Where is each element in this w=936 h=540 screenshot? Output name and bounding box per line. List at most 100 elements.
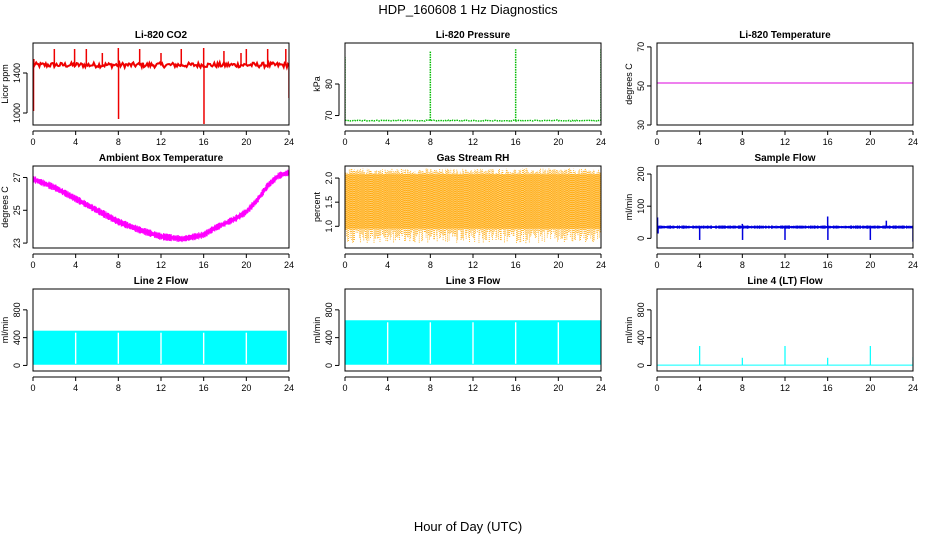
y-axis-label: degrees C xyxy=(0,186,10,228)
data-layer xyxy=(657,216,913,242)
subplot: Ambient Box Temperature 0 4 8 12 16 20 24 23 25 27… xyxy=(0,153,294,270)
y-tick-label: 1000 xyxy=(12,103,22,123)
y-axis-label: degrees C xyxy=(624,63,634,105)
data-layer xyxy=(33,330,287,365)
subplot-title: Li-820 Pressure xyxy=(436,30,511,41)
x-tick-label: 16 xyxy=(823,137,833,147)
x-tick-label: 24 xyxy=(596,260,606,270)
x-tick-label: 4 xyxy=(697,260,702,270)
y-tick-label: 0 xyxy=(636,236,646,241)
x-tick-label: 4 xyxy=(697,137,702,147)
subplot: Li-820 Temperature 0 4 8 12 16 20 24 30 50 70 degre… xyxy=(624,30,918,147)
subplot-title: Gas Stream RH xyxy=(437,153,510,164)
plot-frame xyxy=(344,165,602,249)
y-axis-label: ml/min xyxy=(624,194,634,221)
x-tick-label: 20 xyxy=(865,383,875,393)
x-tick-label: 20 xyxy=(241,137,251,147)
x-tick-label: 0 xyxy=(654,137,659,147)
y-axis-label: kPa xyxy=(312,76,322,92)
x-tick-label: 12 xyxy=(780,137,790,147)
x-tick-label: 24 xyxy=(284,383,294,393)
y-tick-label: 0 xyxy=(324,363,334,368)
x-tick-label: 4 xyxy=(385,260,390,270)
subplot-title: Li-820 CO2 xyxy=(135,30,188,41)
x-tick-label: 20 xyxy=(241,260,251,270)
y-tick-label: 200 xyxy=(636,167,646,182)
y-tick-label: 400 xyxy=(636,330,646,345)
x-tick-label: 16 xyxy=(511,383,521,393)
axes: 0 4 8 12 16 20 24 0 100 200 ml/min xyxy=(624,167,918,270)
x-tick-label: 4 xyxy=(385,383,390,393)
x-tick-label: 20 xyxy=(865,260,875,270)
x-tick-label: 0 xyxy=(30,137,35,147)
subplot-title: Line 4 (LT) Flow xyxy=(747,276,823,287)
flow-block xyxy=(33,330,287,365)
subplot-title: Line 2 Flow xyxy=(134,276,189,287)
y-tick-label: 800 xyxy=(324,302,334,317)
axes: 0 4 8 12 16 20 24 30 50 70 degrees C xyxy=(624,42,918,147)
x-tick-label: 20 xyxy=(553,260,563,270)
y-tick-label: 800 xyxy=(636,302,646,317)
y-tick-label: 0 xyxy=(636,363,646,368)
data-layer xyxy=(33,169,289,243)
data-layer xyxy=(33,48,289,124)
x-tick-label: 8 xyxy=(740,383,745,393)
y-axis-label: ml/min xyxy=(0,317,10,344)
x-tick-label: 16 xyxy=(511,137,521,147)
y-axis-label: percent xyxy=(312,191,322,222)
x-tick-label: 0 xyxy=(30,383,35,393)
subplot-title: Ambient Box Temperature xyxy=(99,153,224,164)
y-tick-label: 100 xyxy=(636,199,646,214)
y-tick-label: 80 xyxy=(324,79,334,89)
x-tick-label: 24 xyxy=(596,137,606,147)
x-tick-label: 4 xyxy=(697,383,702,393)
x-tick-label: 12 xyxy=(780,383,790,393)
y-axis-label: ml/min xyxy=(624,317,634,344)
plot-frame xyxy=(656,165,914,249)
x-tick-label: 12 xyxy=(156,383,166,393)
data-layer xyxy=(345,168,601,244)
figure-title: HDP_160608 1 Hz Diagnostics xyxy=(378,2,558,17)
series-line xyxy=(345,119,601,122)
plot-frame xyxy=(656,288,914,372)
x-tick-label: 8 xyxy=(116,260,121,270)
y-tick-label: 400 xyxy=(12,330,22,345)
data-layer xyxy=(657,345,913,366)
data-layer xyxy=(345,49,601,122)
y-tick-label: 2.0 xyxy=(324,172,334,185)
subplot-title: Li-820 Temperature xyxy=(739,30,831,41)
plot-frame xyxy=(344,42,602,126)
plot-frame xyxy=(32,165,290,249)
x-tick-label: 12 xyxy=(780,260,790,270)
x-tick-label: 4 xyxy=(73,137,78,147)
x-tick-label: 0 xyxy=(654,260,659,270)
y-tick-label: 27 xyxy=(12,172,22,182)
x-tick-label: 12 xyxy=(468,137,478,147)
x-tick-label: 20 xyxy=(865,137,875,147)
x-tick-label: 4 xyxy=(73,260,78,270)
x-tick-label: 8 xyxy=(740,260,745,270)
x-tick-label: 24 xyxy=(284,260,294,270)
x-tick-label: 12 xyxy=(156,260,166,270)
plot-frame xyxy=(32,42,290,126)
y-tick-label: 25 xyxy=(12,205,22,215)
x-tick-label: 16 xyxy=(823,260,833,270)
x-tick-label: 8 xyxy=(428,260,433,270)
x-tick-label: 8 xyxy=(740,137,745,147)
y-tick-label: 70 xyxy=(324,111,334,121)
subplot-title: Line 3 Flow xyxy=(446,276,501,287)
y-tick-label: 800 xyxy=(12,302,22,317)
y-axis-label: Licor ppm xyxy=(0,64,10,104)
x-tick-label: 24 xyxy=(908,383,918,393)
x-tick-label: 0 xyxy=(30,260,35,270)
x-tick-label: 16 xyxy=(199,383,209,393)
y-tick-label: 50 xyxy=(636,81,646,91)
